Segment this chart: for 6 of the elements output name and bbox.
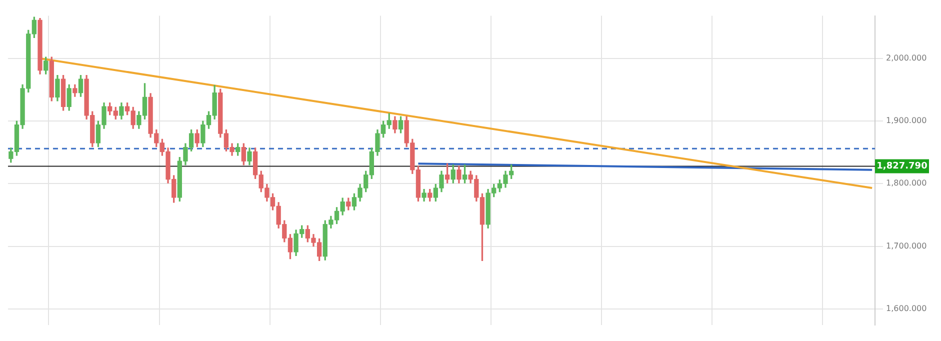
y-tick-label: 1,600.000: [886, 304, 927, 313]
ref-line-label: 1,827.790: [876, 162, 928, 172]
y-tick-label: 2,000.000: [886, 53, 927, 62]
y-tick-label: 1,800.000: [886, 178, 927, 188]
y-tick-label: 1,900.000: [886, 116, 927, 126]
y-tick-label: 1,700.000: [886, 241, 927, 250]
